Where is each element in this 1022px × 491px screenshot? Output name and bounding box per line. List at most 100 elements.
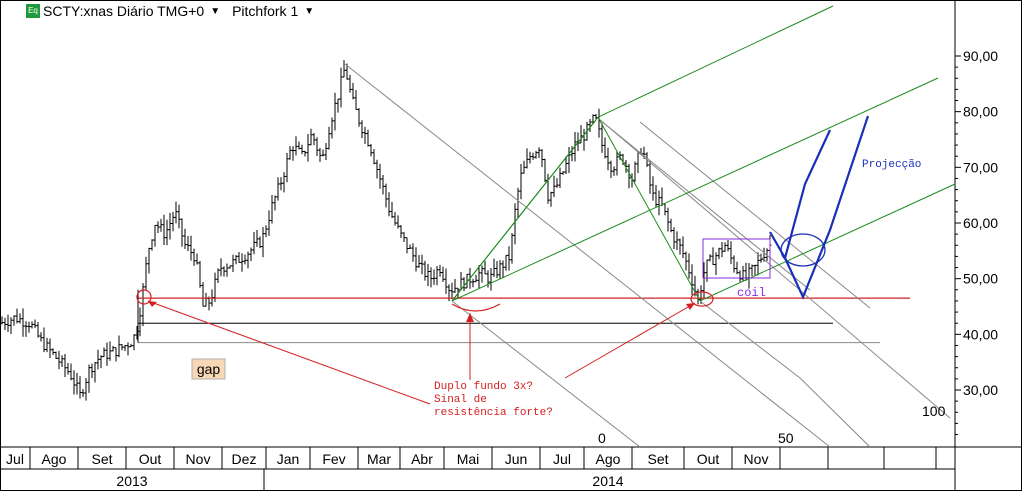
bottom-circle <box>690 291 714 307</box>
candle <box>186 235 190 252</box>
candle <box>492 258 496 277</box>
candle <box>369 144 373 157</box>
candle <box>108 341 112 361</box>
candle <box>333 92 337 131</box>
candle <box>48 338 52 359</box>
candle <box>45 337 49 353</box>
candle <box>36 321 40 338</box>
candle <box>252 231 256 255</box>
drawing-lines <box>136 5 956 448</box>
candle <box>558 167 562 188</box>
candle <box>414 247 418 272</box>
projection-label: Projecção <box>862 159 921 171</box>
chevron-down-icon[interactable]: ▼ <box>210 5 221 17</box>
candle <box>336 98 340 113</box>
candle <box>111 345 115 352</box>
candle <box>144 256 148 290</box>
candle <box>432 269 436 285</box>
candle <box>675 231 679 250</box>
candle <box>258 236 262 249</box>
candle <box>279 177 283 191</box>
candle <box>729 241 733 265</box>
candle <box>441 266 445 282</box>
candle <box>162 214 166 245</box>
candle <box>465 273 469 289</box>
gray-trendline <box>639 121 871 309</box>
candle <box>666 207 670 232</box>
month-label: Ago <box>596 451 621 467</box>
candle <box>636 151 640 173</box>
candle <box>678 238 682 255</box>
study-selector[interactable]: Pitchfork 1 <box>232 3 299 19</box>
month-label: Ago <box>42 451 67 467</box>
candle <box>390 201 394 218</box>
candle <box>426 263 430 286</box>
candle <box>270 194 274 224</box>
candle <box>222 266 226 277</box>
month-label: Jun <box>505 451 528 467</box>
chevron-down-icon[interactable]: ▼ <box>304 5 315 17</box>
candle <box>84 378 88 401</box>
candle <box>297 141 301 150</box>
pitchfork-median <box>451 77 939 302</box>
candle <box>537 147 541 159</box>
y-tick-label: 90,00 <box>963 48 998 64</box>
candle <box>27 321 31 333</box>
candle <box>12 315 16 326</box>
candle <box>93 361 97 383</box>
candle <box>315 137 319 156</box>
candle <box>354 90 358 110</box>
candle <box>462 277 466 292</box>
candle <box>225 263 229 277</box>
y-tick-label: 70,00 <box>963 159 998 175</box>
candle <box>126 342 130 356</box>
candle <box>705 259 709 282</box>
candle <box>672 227 676 249</box>
candle <box>324 143 328 160</box>
candle <box>411 243 415 262</box>
candle <box>213 272 217 302</box>
candle <box>351 82 355 100</box>
candle <box>261 227 265 258</box>
candle <box>717 247 721 260</box>
gray-trendline <box>699 300 801 379</box>
candle <box>72 370 76 395</box>
y-tick-label: 50,00 <box>963 271 998 287</box>
y-tick-label: 40,00 <box>963 326 998 342</box>
pitchfork-leg <box>597 116 701 302</box>
arrowhead <box>148 301 157 307</box>
candle <box>81 388 85 397</box>
candle <box>423 260 427 281</box>
candle <box>489 267 493 291</box>
candle <box>396 215 400 229</box>
candle <box>156 221 160 234</box>
candle <box>540 149 544 168</box>
candle <box>240 253 244 272</box>
gray-trendline <box>344 63 831 448</box>
candle <box>138 307 142 337</box>
candle <box>291 146 295 161</box>
candle <box>747 262 751 289</box>
candle <box>501 260 505 278</box>
breakout-ellipse <box>780 233 826 267</box>
candle <box>420 254 424 275</box>
month-label: Jul <box>6 451 24 467</box>
fib-label-100: 100 <box>922 403 946 419</box>
arrowhead <box>686 303 695 310</box>
candle <box>720 241 724 258</box>
candle <box>603 137 607 159</box>
candle <box>402 232 406 243</box>
candle <box>366 129 370 147</box>
symbol-title[interactable]: SCTY:xnas Diário TMG+0 <box>43 3 205 19</box>
bottom-circle <box>136 289 152 305</box>
candle <box>567 147 571 174</box>
candle <box>0 316 4 325</box>
candle <box>330 117 334 139</box>
candle <box>195 253 199 265</box>
candle <box>99 355 103 369</box>
candle <box>408 244 412 249</box>
candle <box>132 334 136 351</box>
candle <box>150 239 154 251</box>
candle <box>306 133 310 162</box>
